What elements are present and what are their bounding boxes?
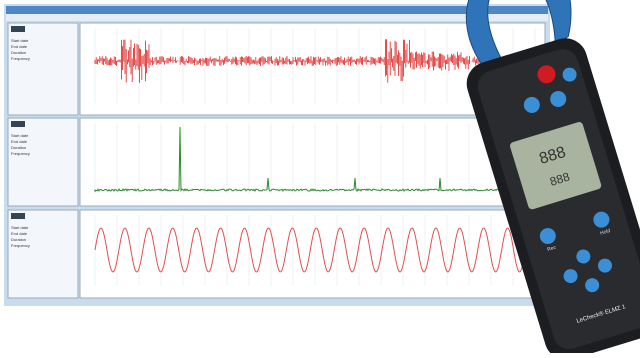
info-panel [8, 210, 78, 298]
panel-icon [11, 213, 25, 219]
panel-icon [11, 26, 25, 32]
field-label: Duration [11, 145, 26, 150]
field-label: Frequency [11, 151, 30, 156]
info-panel [8, 118, 78, 206]
chart-panel [80, 118, 545, 206]
field-label: Frequency [11, 243, 30, 248]
info-panel [8, 23, 78, 115]
page: Start dateEnd dateDurationFrequencyStart… [0, 0, 640, 353]
screenshot: Start dateEnd dateDurationFrequencyStart… [0, 0, 640, 353]
field-label: End date [11, 139, 28, 144]
field-label: Frequency [11, 56, 30, 61]
field-label: Duration [11, 50, 26, 55]
field-label: End date [11, 231, 28, 236]
field-label: Start date [11, 38, 29, 43]
field-label: End date [11, 44, 28, 49]
panel-icon [11, 121, 25, 127]
panels: Start dateEnd dateDurationFrequencyStart… [8, 23, 545, 298]
field-label: Duration [11, 237, 26, 242]
field-label: Start date [11, 225, 29, 230]
field-label: Start date [11, 133, 29, 138]
chart-panel [80, 210, 545, 298]
